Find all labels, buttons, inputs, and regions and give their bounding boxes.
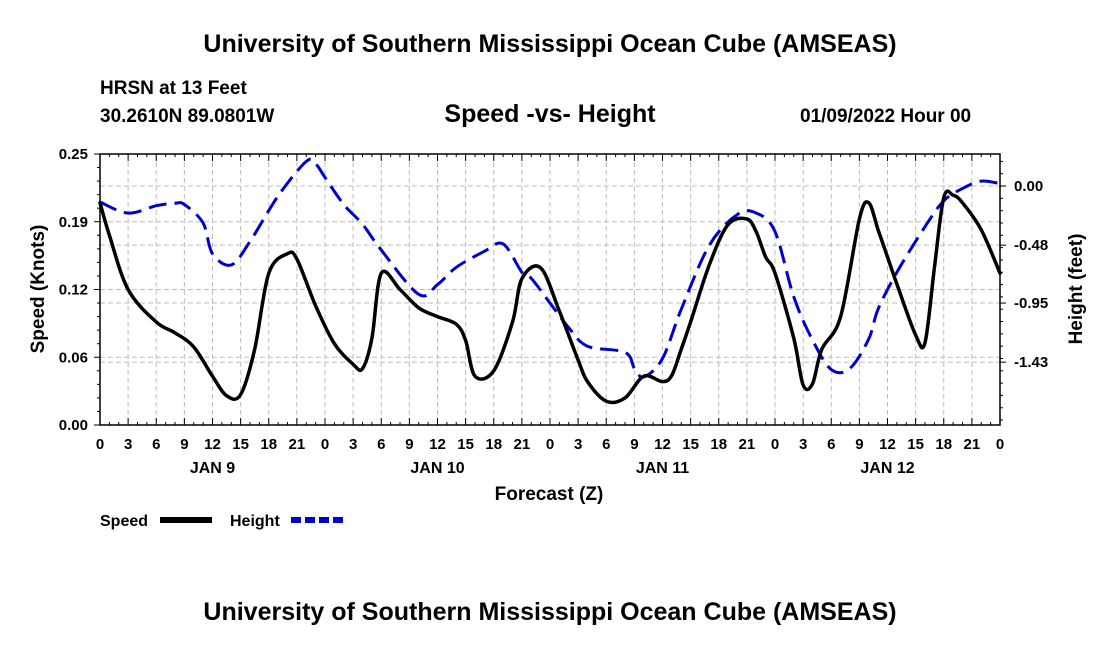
x-tick-label: 3	[349, 436, 357, 453]
x-tick-label: 21	[289, 436, 306, 453]
series-lines	[98, 157, 1002, 405]
x-tick-label: 0	[96, 436, 104, 453]
x-tick-label: 0	[996, 436, 1004, 453]
x-tick-label: 18	[710, 436, 727, 453]
date-label: JAN 10	[410, 460, 464, 477]
x-tick-label: 6	[602, 436, 610, 453]
x-tick-label: 9	[180, 436, 188, 453]
x-tick-label: 9	[855, 436, 863, 453]
y2-tick-label: -0.48	[1014, 237, 1048, 254]
x-tick-label: 12	[879, 436, 896, 453]
y2-tick-label: 0.00	[1014, 178, 1043, 195]
datetime-label: 01/09/2022 Hour 00	[800, 106, 972, 127]
y-axis-label: Speed (Knots)	[28, 225, 49, 354]
x-tick-label: 3	[124, 436, 132, 453]
x-tick-label: 3	[799, 436, 807, 453]
legend-speed-label: Speed	[100, 513, 148, 530]
y-tick-label: 0.19	[59, 214, 88, 231]
y-tick-label: 0.25	[59, 146, 88, 163]
x-tick-label: 18	[485, 436, 502, 453]
x-axis-label: Forecast (Z)	[495, 484, 604, 505]
x-tick-label: 15	[907, 436, 924, 453]
y-tick-label: 0.12	[59, 282, 88, 299]
y2-tick-label: -1.43	[1014, 354, 1048, 371]
series-line-speed	[98, 189, 1002, 405]
x-tick-label: 0	[321, 436, 329, 453]
station-label: HRSN at 13 Feet	[100, 78, 247, 99]
x-tick-label: 15	[232, 436, 249, 453]
series-line-height	[99, 157, 1001, 379]
x-tick-label: 3	[574, 436, 582, 453]
x-tick-label: 21	[964, 436, 981, 453]
legend: Speed Height	[100, 513, 343, 530]
x-tick-label: 6	[827, 436, 835, 453]
date-label: JAN 12	[860, 460, 914, 477]
date-label: JAN 9	[190, 460, 235, 477]
x-tick-label: 6	[152, 436, 160, 453]
footer-title: University of Southern Mississippi Ocean…	[203, 598, 897, 626]
x-tick-label: 12	[204, 436, 221, 453]
chart-title: University of Southern Mississippi Ocean…	[203, 30, 897, 58]
x-tick-label: 9	[405, 436, 413, 453]
x-tick-label: 15	[682, 436, 699, 453]
coordinates-label: 30.2610N 89.0801W	[100, 106, 275, 127]
x-tick-label: 18	[260, 436, 277, 453]
x-tick-label: 15	[457, 436, 474, 453]
axis-labels: 0 3 6 9 12 15 18 21 0 3 6 9 12 15 18 21 0 3 6 9 12 15 18 21 0 3 6 9…	[59, 146, 1048, 477]
x-tick-label: 21	[514, 436, 531, 453]
x-tick-label: 0	[771, 436, 779, 453]
y-tick-label: 0.06	[59, 349, 88, 366]
x-tick-label: 6	[377, 436, 385, 453]
x-tick-label: 21	[739, 436, 756, 453]
x-tick-label: 9	[630, 436, 638, 453]
chart-subtitle: Speed -vs- Height	[444, 100, 656, 128]
y2-axis-label: Height (feet)	[1066, 234, 1087, 345]
axis-ticks	[94, 153, 1006, 426]
y2-tick-label: -0.95	[1014, 295, 1048, 312]
legend-height-label: Height	[230, 513, 280, 530]
x-tick-label: 0	[546, 436, 554, 453]
date-label: JAN 11	[636, 460, 689, 477]
y-tick-label: 0.00	[59, 417, 88, 434]
x-tick-label: 12	[654, 436, 671, 453]
x-tick-label: 18	[935, 436, 952, 453]
x-tick-label: 12	[429, 436, 446, 453]
